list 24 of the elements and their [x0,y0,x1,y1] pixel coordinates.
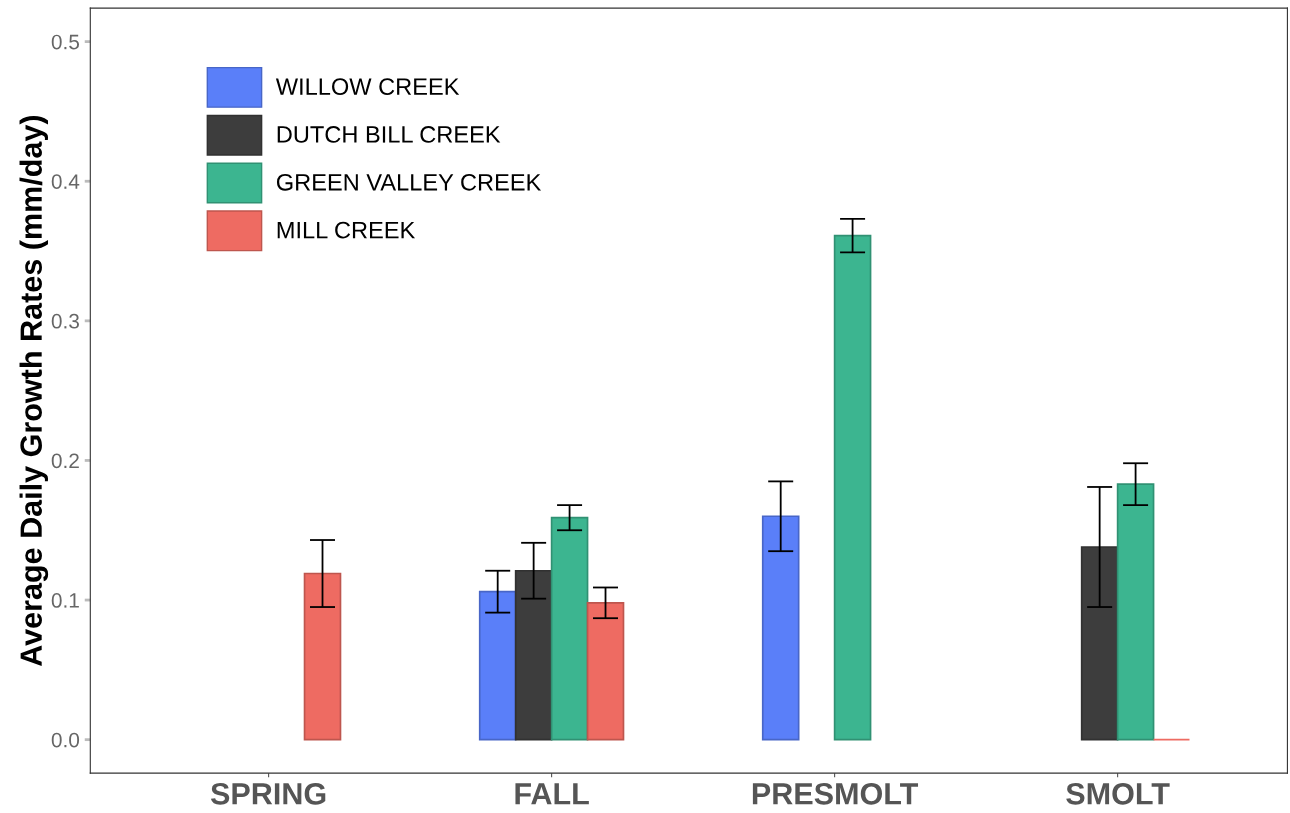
legend-label: MILL CREEK [277,221,416,239]
bar [514,569,553,741]
x-tick-label: SPRING [210,783,326,805]
y-tick-label: 0.2 [51,453,79,469]
bar [303,572,342,741]
bar [1116,483,1155,741]
x-tick-label: SMOLT [1066,783,1170,805]
bar [1080,546,1119,741]
x-tick-label: FALL [515,783,589,805]
y-tick-label: 0.3 [51,313,79,329]
bar [833,234,872,741]
legend-label: DUTCH BILL CREEK [277,126,501,143]
bar [478,590,517,741]
bar [550,516,589,741]
legend-label: GREEN VALLEY CREEK [276,173,542,191]
y-axis-title: Average Daily Growth Rates (mm/day) [19,115,49,667]
y-tick-label: 0.4 [51,174,80,189]
bar [586,602,625,741]
legend-label: WILLOW CREEK [275,78,460,96]
y-tick-label: 0.5 [51,34,80,50]
y-tick-label: 0.1 [51,593,79,608]
bar [761,515,800,741]
y-tick-label: 0.0 [51,732,80,748]
x-tick-label: PRESMOLT [752,783,919,805]
